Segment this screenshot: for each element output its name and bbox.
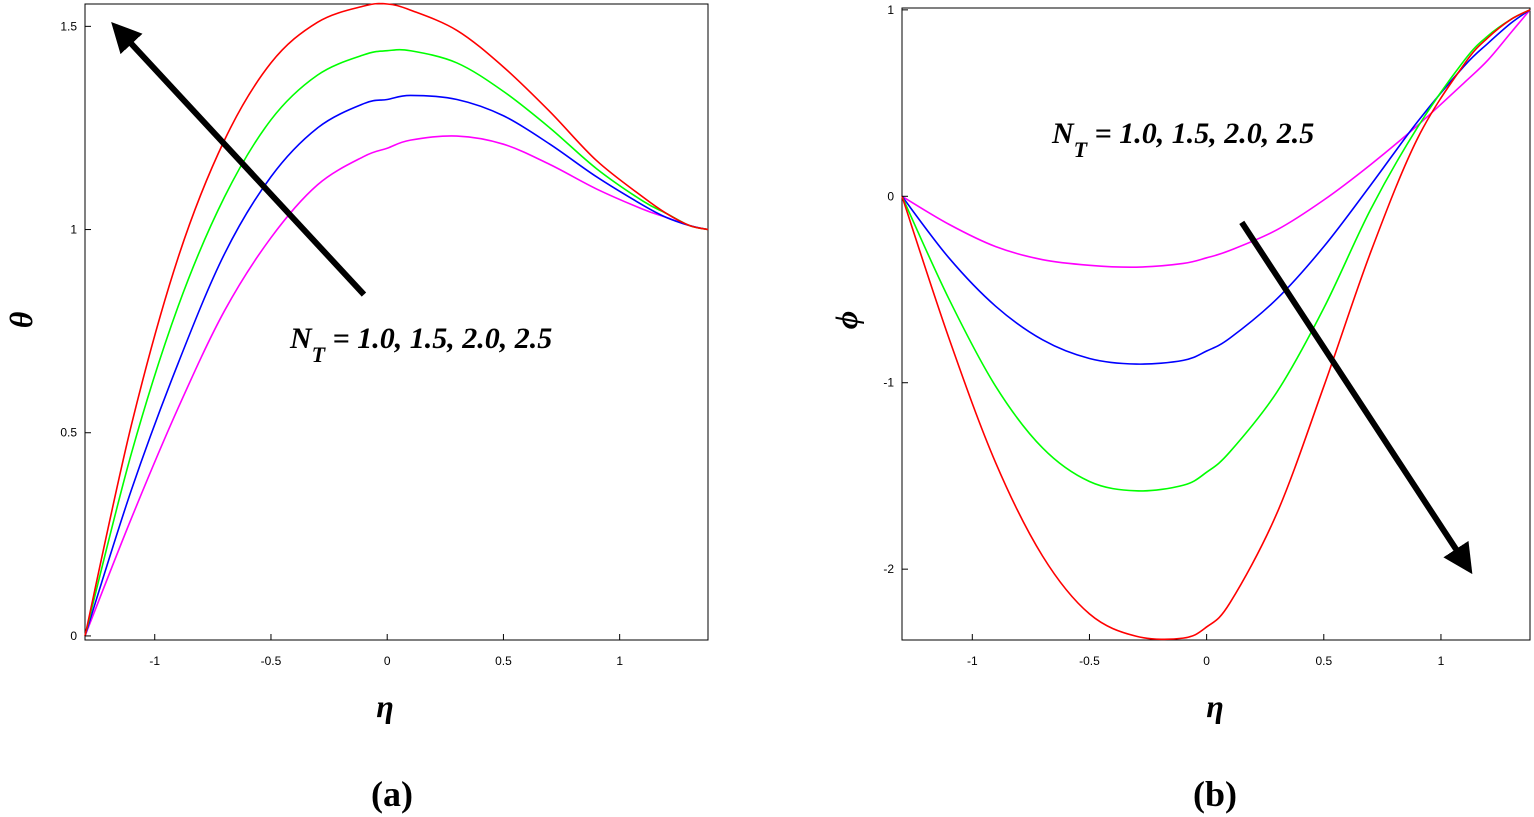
series-line-b-1 [901,9,1531,365]
x-tick-label-a-2: 0 [384,654,391,668]
x-tick-label-b-0: -1 [967,654,978,668]
series-line-a-3 [84,2,709,637]
series-line-b-3 [901,9,1531,641]
x-tick-label-b-2: 0 [1203,654,1210,668]
x-tick-label-a-4: 1 [616,654,623,668]
y-tick-label-b-2: 0 [887,189,894,203]
x-axis-label-b: η [1206,688,1224,724]
trend-arrow-a [111,21,367,297]
series-line-b-0 [901,9,1531,268]
chart-panel-b: -1 -0.5 0 0.5 1 -2 -1 0 1 NT = 1.0, 1.5, 2.0, 2.… [828,3,1531,814]
y-tick-label-b-3: 1 [887,3,894,17]
y-tick-label-b-1: -1 [883,376,894,390]
parameter-annotation-a: NT = 1.0, 1.5, 2.0, 2.5 [289,322,552,367]
x-tick-label-a-1: -0.5 [261,654,282,668]
x-axis-label-a: η [376,688,394,724]
y-tick-label-a-1: 0.5 [60,426,77,440]
ticks-group-a: -1 -0.5 0 0.5 1 0 0.5 1 1.5 [60,19,623,668]
panel-label-b: (b) [1193,774,1237,814]
x-tick-label-b-1: -0.5 [1079,654,1100,668]
panel-label-a: (a) [371,774,413,814]
y-tick-label-a-3: 1.5 [60,19,77,33]
y-axis-label-a: θ [3,311,39,328]
series-line-a-0 [84,135,709,637]
series-group-a [84,2,709,637]
y-tick-label-a-2: 1 [70,223,77,237]
y-tick-label-a-0: 0 [70,629,77,643]
chart-panel-a: -1 -0.5 0 0.5 1 0 0.5 1 1.5 NT = 1.0, 1.5, 2.0, … [3,2,709,814]
series-group-b [901,9,1531,641]
x-tick-label-a-0: -1 [149,654,160,668]
x-tick-label-a-3: 0.5 [495,654,512,668]
y-axis-label-b: ϕ [828,311,864,330]
trend-arrow-b [1239,220,1473,575]
plot-frame-b [901,7,1531,641]
series-line-a-1 [84,94,709,637]
series-line-a-2 [84,48,709,637]
x-tick-label-b-4: 1 [1438,654,1445,668]
y-tick-label-b-0: -2 [883,562,894,576]
parameter-annotation-b: NT = 1.0, 1.5, 2.0, 2.5 [1051,117,1314,162]
series-line-b-2 [901,9,1531,492]
plot-frame-a [84,3,709,641]
x-tick-label-b-3: 0.5 [1315,654,1332,668]
ticks-group-b: -1 -0.5 0 0.5 1 -2 -1 0 1 [883,3,1444,668]
